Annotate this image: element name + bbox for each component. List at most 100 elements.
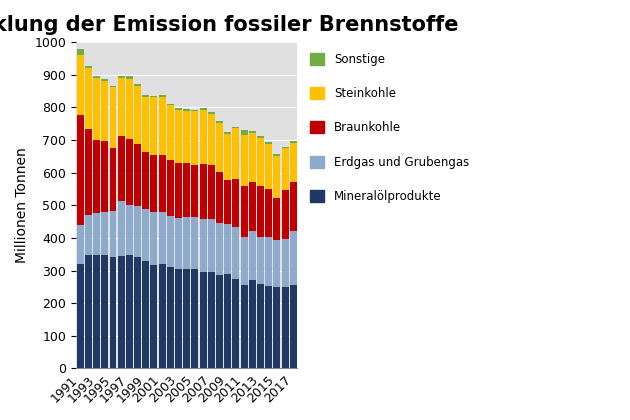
Bar — [175, 110, 182, 163]
Bar — [265, 236, 272, 286]
Bar — [232, 126, 239, 128]
Bar — [216, 121, 223, 123]
Bar — [282, 190, 289, 239]
Bar — [224, 180, 231, 224]
Bar — [249, 133, 256, 182]
Bar — [241, 135, 248, 186]
Bar — [208, 272, 215, 368]
Bar — [183, 111, 190, 163]
Bar — [257, 186, 264, 237]
Bar — [183, 109, 190, 111]
Bar — [93, 78, 100, 140]
Bar — [167, 104, 174, 105]
Bar — [151, 213, 158, 265]
Bar — [192, 110, 198, 111]
Bar — [273, 287, 280, 368]
Bar — [282, 149, 289, 190]
Bar — [126, 255, 133, 368]
Bar — [134, 84, 141, 86]
Bar — [159, 97, 166, 155]
Bar — [101, 255, 108, 368]
Bar — [257, 237, 264, 284]
Bar — [224, 274, 231, 368]
Bar — [118, 201, 125, 256]
Bar — [142, 97, 149, 152]
Bar — [265, 189, 272, 236]
Bar — [142, 95, 149, 97]
Bar — [110, 86, 117, 87]
Bar — [167, 216, 174, 267]
Bar — [257, 284, 264, 368]
Bar — [175, 163, 182, 218]
Bar — [216, 172, 223, 223]
Bar — [232, 128, 239, 179]
Bar — [142, 261, 149, 368]
Bar — [101, 81, 108, 141]
Bar — [183, 163, 190, 217]
Bar — [167, 267, 174, 368]
Bar — [142, 209, 149, 261]
Bar — [200, 165, 207, 219]
Bar — [192, 165, 198, 217]
Bar — [101, 79, 108, 81]
Bar — [290, 143, 297, 182]
Bar — [282, 239, 289, 287]
Bar — [77, 225, 84, 264]
Bar — [216, 223, 223, 276]
Y-axis label: Millionen Tonnen: Millionen Tonnen — [15, 147, 29, 263]
Bar — [208, 219, 215, 272]
Bar — [159, 212, 166, 264]
Bar — [257, 136, 264, 138]
Bar — [126, 76, 133, 79]
Bar — [249, 182, 256, 231]
Bar — [208, 112, 215, 114]
Bar — [273, 240, 280, 287]
Bar — [232, 227, 239, 279]
Bar — [126, 79, 133, 139]
Bar — [93, 255, 100, 368]
Bar — [93, 76, 100, 78]
Bar — [151, 155, 158, 213]
Bar — [257, 138, 264, 186]
Bar — [175, 108, 182, 110]
Bar — [183, 269, 190, 368]
Bar — [273, 198, 280, 240]
Bar — [134, 86, 141, 144]
Bar — [224, 224, 231, 274]
Bar — [77, 49, 84, 55]
Bar — [175, 218, 182, 269]
Bar — [192, 217, 198, 269]
Bar — [208, 114, 215, 165]
Bar — [241, 130, 248, 135]
Bar — [110, 147, 117, 211]
Bar — [118, 78, 125, 136]
Bar — [216, 276, 223, 368]
Bar — [134, 257, 141, 368]
Bar — [265, 144, 272, 189]
Bar — [151, 265, 158, 368]
Legend: Sonstige, Steinkohle, Braunkohle, Erdgas und Grubengas, Mineralölprodukte: Sonstige, Steinkohle, Braunkohle, Erdgas… — [306, 48, 474, 207]
Bar — [93, 213, 100, 255]
Bar — [232, 279, 239, 368]
Bar — [290, 141, 297, 143]
Bar — [200, 272, 207, 368]
Bar — [249, 280, 256, 368]
Bar — [101, 213, 108, 255]
Bar — [273, 155, 280, 156]
Bar — [118, 136, 125, 201]
Bar — [192, 269, 198, 368]
Bar — [85, 68, 92, 129]
Bar — [77, 115, 84, 225]
Bar — [282, 287, 289, 368]
Bar — [159, 264, 166, 368]
Bar — [200, 110, 207, 165]
Bar — [224, 134, 231, 180]
Bar — [85, 129, 92, 215]
Bar — [159, 155, 166, 212]
Bar — [183, 217, 190, 269]
Bar — [224, 132, 231, 134]
Bar — [77, 55, 84, 115]
Bar — [134, 144, 141, 206]
Bar — [159, 95, 166, 97]
Bar — [290, 231, 297, 284]
